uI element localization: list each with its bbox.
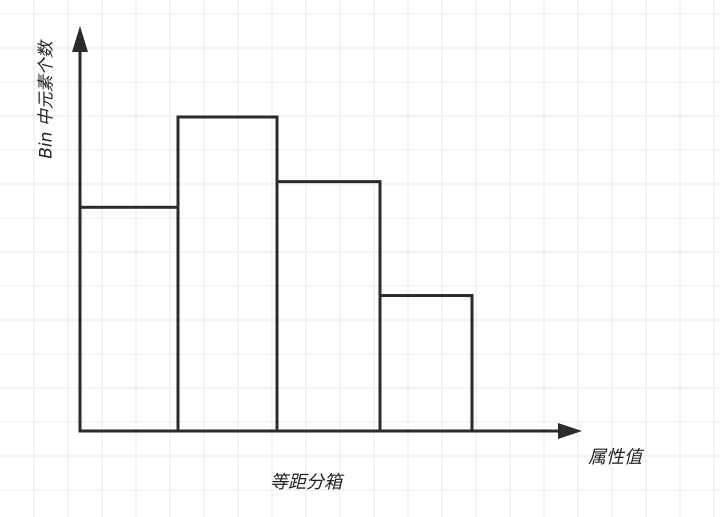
- histogram-bar-3: [275, 180, 382, 433]
- histogram-bar-1: [78, 205, 180, 433]
- diagram-caption: 等距分箱: [270, 472, 342, 493]
- y-axis-label: Bin 中元素个数: [36, 41, 57, 159]
- x-axis-label: 属性值: [588, 447, 642, 468]
- histogram-bar-2: [176, 115, 279, 433]
- histogram-bar-4: [378, 294, 474, 433]
- x-axis-arrow-icon: [558, 423, 582, 439]
- bars-group: [78, 115, 474, 433]
- y-axis-arrow-icon: [72, 26, 88, 52]
